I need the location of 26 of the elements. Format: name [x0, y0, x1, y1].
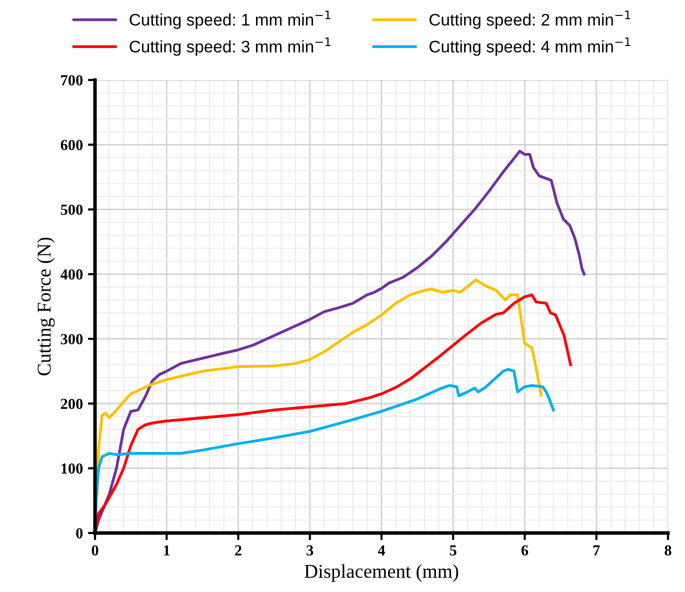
y-tick-label: 100	[62, 463, 83, 474]
y-axis-title: Cutting Force (N)	[37, 238, 55, 376]
y-tick-label: 600	[60, 140, 83, 150]
x-tick-label: 7	[593, 545, 600, 556]
x-tick-label: 1	[164, 545, 170, 556]
legend-label: Cutting speed: 4 mm min$^{−1}$	[430, 37, 630, 56]
line-series	[95, 293, 572, 533]
y-tick-label: 300	[60, 334, 83, 344]
x-tick-label: 2	[235, 545, 242, 556]
x-tick-label: 0	[92, 545, 98, 556]
y-tick-label: 200	[60, 398, 83, 410]
y-tick-label: 0	[76, 528, 83, 538]
x-tick-label: 3	[306, 545, 314, 556]
line-series	[96, 278, 543, 496]
line-series	[95, 150, 586, 533]
legend-label: Cutting speed: 3 mm min$^{−1}$	[130, 37, 330, 56]
x-tick-label: 8	[664, 545, 672, 556]
x-tick-label: 5	[450, 545, 456, 556]
x-tick-label: 6	[521, 545, 528, 556]
x-tick-label: 4	[378, 545, 386, 556]
y-tick-label: 700	[61, 75, 83, 86]
y-tick-label: 400	[60, 269, 83, 280]
x-axis-title: Displacement (mm)	[304, 564, 458, 582]
y-tick-label: 500	[60, 204, 83, 215]
legend-label: Cutting speed: 1 mm min$^{−1}$	[130, 10, 330, 29]
legend-label: Cutting speed: 2 mm min$^{−1}$	[430, 10, 630, 29]
